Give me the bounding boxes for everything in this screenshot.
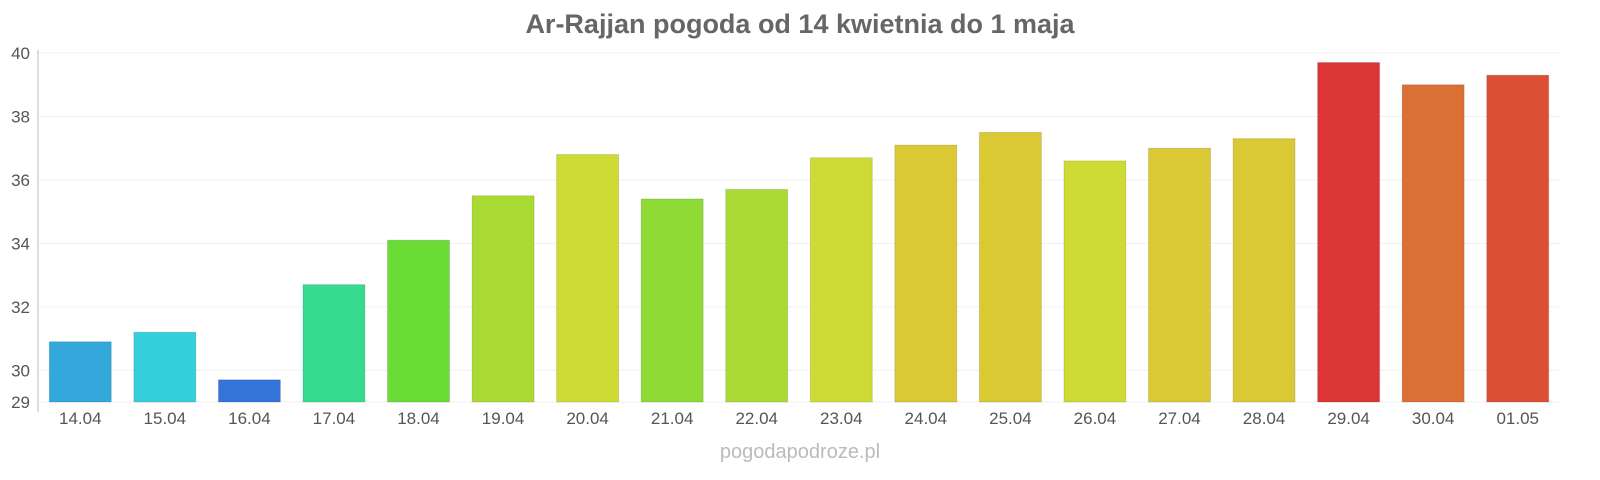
x-tick-label: 30.04 (1412, 409, 1455, 428)
x-tick-label: 21.04 (651, 409, 694, 428)
bar-24.04 (894, 144, 958, 403)
x-tick-label: 17.04 (313, 409, 356, 428)
bar-22.04 (725, 188, 789, 403)
bar-14.04 (48, 341, 112, 403)
y-tick-label: 38 (11, 107, 30, 126)
x-tick-label: 14.04 (59, 409, 102, 428)
bar-18.04 (387, 239, 450, 403)
bar-27.04 (1148, 147, 1211, 403)
x-axis-labels: 14.04 15.04 16.04 17.04 18.04 19.04 20.04 21.04… (59, 409, 1539, 428)
x-tick-label: 29.04 (1327, 409, 1370, 428)
x-tick-label: 28.04 (1243, 409, 1286, 428)
x-tick-label: 26.04 (1074, 409, 1117, 428)
x-tick-label: 23.04 (820, 409, 863, 428)
bar-23.04 (809, 157, 873, 403)
bar-19.04 (471, 195, 535, 403)
bars (48, 62, 1550, 403)
x-tick-label: 27.04 (1158, 409, 1201, 428)
chart-title: Ar-Rajjan pogoda od 14 kwietnia do 1 maj… (525, 9, 1075, 39)
x-tick-label: 24.04 (905, 409, 948, 428)
bar-21.04 (640, 198, 704, 403)
x-tick-label: 01.05 (1496, 409, 1539, 428)
x-tick-label: 20.04 (566, 409, 609, 428)
y-tick-label: 34 (11, 234, 30, 253)
credit-text: pogodapodroze.pl (720, 441, 880, 463)
bar-16.04 (217, 379, 281, 403)
x-tick-label: 19.04 (482, 409, 525, 428)
y-tick-label: 32 (11, 298, 30, 317)
bar-15.04 (133, 331, 197, 403)
bar-28.04 (1232, 138, 1296, 403)
y-tick-label: 30 (11, 361, 30, 380)
x-tick-label: 25.04 (989, 409, 1032, 428)
bar-20.04 (556, 154, 620, 403)
x-tick-label: 16.04 (228, 409, 271, 428)
y-tick-label: 36 (11, 171, 30, 190)
y-axis-ticks: 29 30 32 34 36 38 40 (11, 44, 30, 412)
x-tick-label: 15.04 (144, 409, 187, 428)
y-tick-label: 29 (11, 393, 30, 412)
y-tick-label: 40 (11, 44, 30, 63)
x-tick-label: 22.04 (735, 409, 778, 428)
bar-26.04 (1063, 160, 1127, 403)
bar-25.04 (978, 131, 1042, 403)
bar-17.04 (302, 284, 366, 403)
bar-01.05 (1486, 74, 1550, 403)
bar-30.04 (1401, 84, 1465, 403)
x-tick-label: 18.04 (397, 409, 440, 428)
gridlines (38, 52, 1560, 403)
bar-29.04 (1317, 62, 1381, 403)
